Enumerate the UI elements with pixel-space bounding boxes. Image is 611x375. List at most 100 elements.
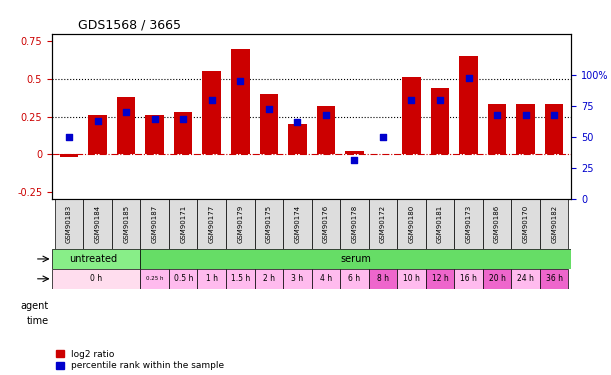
Text: serum: serum (340, 254, 371, 264)
Text: 1.5 h: 1.5 h (230, 274, 250, 284)
Bar (426, 200, 455, 249)
Bar (511, 200, 540, 249)
Text: 2 h: 2 h (263, 274, 275, 284)
Point (378, 134, 388, 140)
Text: GSM90178: GSM90178 (351, 205, 357, 243)
Bar (511, 269, 540, 289)
Bar (340, 269, 368, 289)
Text: GSM90187: GSM90187 (152, 205, 158, 243)
Bar (83, 200, 112, 249)
Bar (431, 88, 449, 154)
Bar (117, 97, 136, 154)
Bar (545, 105, 563, 154)
Bar (52, 249, 141, 269)
Bar (226, 200, 255, 249)
Point (207, 97, 217, 103)
Text: 4 h: 4 h (320, 274, 332, 284)
Text: 6 h: 6 h (348, 274, 360, 284)
Legend: log2 ratio, percentile rank within the sample: log2 ratio, percentile rank within the s… (56, 350, 224, 370)
Point (321, 112, 331, 118)
Bar (226, 269, 255, 289)
Bar (141, 200, 169, 249)
Text: GSM90172: GSM90172 (380, 205, 386, 243)
Text: GSM90183: GSM90183 (66, 205, 72, 243)
Bar (455, 269, 483, 289)
Bar (483, 200, 511, 249)
Text: GSM90171: GSM90171 (180, 205, 186, 243)
Bar (255, 200, 283, 249)
Text: time: time (27, 316, 49, 326)
Bar (169, 200, 197, 249)
Text: 1 h: 1 h (206, 274, 218, 284)
Text: 24 h: 24 h (517, 274, 534, 284)
Point (178, 116, 188, 122)
Text: 0.5 h: 0.5 h (174, 274, 193, 284)
Bar (283, 269, 312, 289)
Bar (312, 200, 340, 249)
Bar (312, 269, 340, 289)
Text: 3 h: 3 h (291, 274, 304, 284)
Bar (516, 105, 535, 154)
Text: GSM90179: GSM90179 (237, 205, 243, 243)
Bar (340, 200, 368, 249)
Point (293, 119, 302, 125)
Bar (145, 115, 164, 154)
Text: untreated: untreated (69, 254, 117, 264)
Point (435, 97, 445, 103)
Text: GSM90186: GSM90186 (494, 205, 500, 243)
Point (121, 110, 131, 116)
Bar (455, 200, 483, 249)
Point (406, 97, 416, 103)
Text: GSM90174: GSM90174 (295, 205, 301, 243)
Bar (112, 200, 141, 249)
Bar (345, 151, 364, 154)
Point (349, 157, 359, 163)
Bar (459, 56, 478, 154)
Point (64, 134, 74, 140)
Bar (283, 200, 312, 249)
Bar (52, 269, 141, 289)
Point (150, 116, 159, 122)
Text: 36 h: 36 h (546, 274, 563, 284)
Text: 0.25 h: 0.25 h (146, 276, 163, 281)
Point (235, 78, 245, 84)
Text: GSM90181: GSM90181 (437, 205, 443, 243)
Bar (540, 200, 568, 249)
Bar (397, 200, 426, 249)
Point (264, 106, 274, 112)
Text: GDS1568 / 3665: GDS1568 / 3665 (78, 18, 181, 31)
Text: 16 h: 16 h (460, 274, 477, 284)
Bar (174, 112, 192, 154)
Text: agent: agent (21, 301, 49, 310)
Bar (197, 200, 226, 249)
Bar (368, 269, 397, 289)
Bar (169, 269, 197, 289)
Text: GSM90182: GSM90182 (551, 205, 557, 243)
Text: GSM90173: GSM90173 (466, 205, 472, 243)
Point (93, 118, 103, 124)
Text: 10 h: 10 h (403, 274, 420, 284)
Bar (426, 269, 455, 289)
Bar (260, 94, 278, 154)
Bar (402, 77, 421, 154)
Text: 12 h: 12 h (431, 274, 448, 284)
Bar (397, 269, 426, 289)
Point (492, 112, 502, 118)
Bar (483, 269, 511, 289)
Bar (197, 269, 226, 289)
Point (549, 112, 559, 118)
Point (464, 75, 474, 81)
Bar (231, 49, 249, 154)
Bar (55, 200, 83, 249)
Bar (488, 105, 507, 154)
Bar (60, 154, 78, 157)
Point (521, 112, 530, 118)
Bar (368, 200, 397, 249)
Text: GSM90176: GSM90176 (323, 205, 329, 243)
Bar (202, 71, 221, 154)
Bar (141, 269, 169, 289)
Bar (255, 269, 283, 289)
Text: GSM90175: GSM90175 (266, 205, 272, 243)
Text: GSM90184: GSM90184 (95, 205, 101, 243)
Text: GSM90177: GSM90177 (209, 205, 214, 243)
